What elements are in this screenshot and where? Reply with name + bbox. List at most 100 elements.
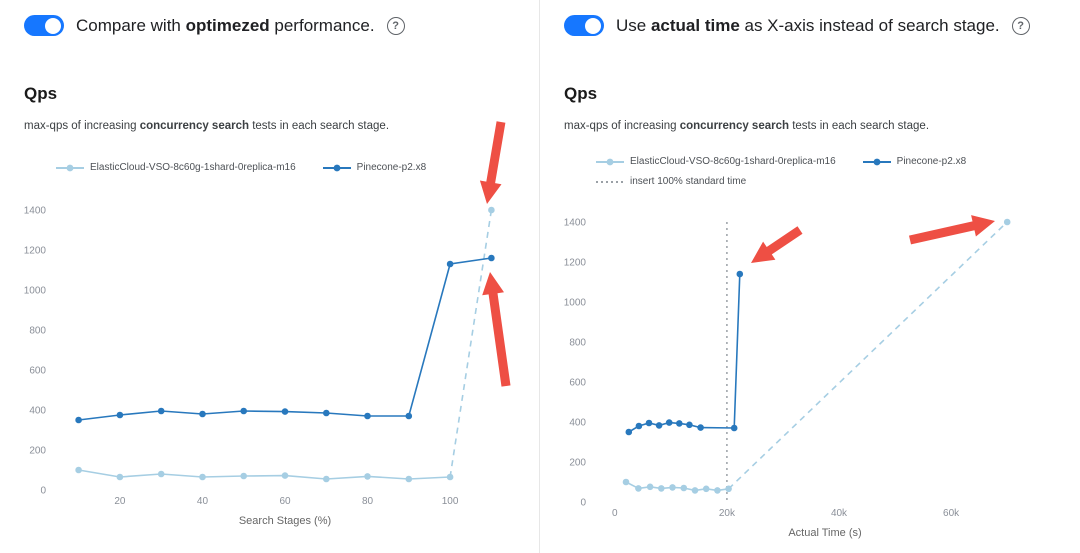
data-point[interactable] [240, 472, 247, 480]
legend-label: insert 100% standard time [630, 176, 747, 187]
series-line [78, 469, 451, 480]
help-icon[interactable]: ? [1011, 16, 1030, 35]
x-axis-label: Actual Time (s) [788, 527, 861, 539]
data-point[interactable] [736, 270, 744, 278]
data-point[interactable] [635, 485, 642, 492]
subtitle-bold: concurrency search [679, 120, 790, 132]
data-point[interactable] [702, 485, 710, 493]
subtitle-prefix: max-qps of increasing [24, 120, 140, 132]
toggle-knob [45, 17, 61, 34]
x-tick-label: 100 [442, 496, 459, 507]
data-point[interactable] [665, 419, 673, 426]
data-point[interactable] [680, 484, 688, 492]
panel-divider [539, 0, 540, 553]
y-tick-label: 0 [40, 486, 46, 497]
qps-vs-actual-time-chart[interactable]: 0 200 400 600 800 1000 1200 1400 0 20k 40k 60k Actua… [540, 210, 1080, 553]
x-axis-label: Search Stages (%) [239, 515, 331, 527]
data-point[interactable] [645, 419, 653, 427]
data-point[interactable] [75, 466, 82, 474]
data-point[interactable] [622, 478, 630, 486]
y-tick-label: 400 [29, 406, 46, 417]
data-point[interactable] [199, 410, 206, 418]
subtitle-suffix: tests in each search stage. [789, 120, 930, 132]
legend-row: ElasticCloud-VSO-8c60g-1shard-0replica-m… [55, 162, 426, 173]
legend-label: Pinecone-p2.x8 [896, 156, 967, 167]
data-point[interactable] [655, 422, 663, 429]
legend-item-reference[interactable]: insert 100% standard time [595, 176, 746, 187]
data-point[interactable] [691, 487, 699, 494]
data-point[interactable] [446, 260, 454, 268]
data-point[interactable] [635, 422, 643, 430]
data-point[interactable] [714, 487, 721, 494]
red-arrow-annotation [479, 121, 506, 204]
chart-title: Qps [564, 84, 598, 103]
data-point[interactable] [686, 421, 693, 429]
y-tick-label: 1200 [24, 246, 47, 257]
chart-legend: ElasticCloud-VSO-8c60g-1shard-0replica-m… [595, 156, 966, 187]
qps-vs-search-stage-chart[interactable]: 0 200 400 600 800 1000 1200 1400 20 40 60 80 100 Sear… [0, 198, 539, 543]
panel-actual-time: Use actual time as X-axis instead of sea… [540, 0, 1080, 553]
data-point[interactable] [116, 411, 124, 419]
y-tick-label: 0 [580, 498, 586, 509]
data-point[interactable] [157, 407, 165, 415]
data-point[interactable] [646, 483, 654, 491]
header-text-suffix: performance. [269, 15, 375, 35]
x-tick-label: 40k [831, 508, 848, 519]
data-point[interactable] [157, 470, 165, 478]
help-icon[interactable]: ? [386, 16, 405, 35]
series-Pinecone-p2.x8 [625, 270, 744, 436]
y-tick-label: 600 [569, 378, 586, 389]
data-point[interactable] [676, 420, 683, 427]
data-point[interactable] [669, 484, 676, 491]
data-point[interactable] [364, 412, 371, 420]
series-line-dashed [728, 221, 1008, 490]
legend-item[interactable]: Pinecone-p2.x8 [862, 156, 967, 167]
legend-marker-icon [596, 158, 624, 165]
data-point[interactable] [730, 424, 738, 432]
legend-label: ElasticCloud-VSO-8c60g-1shard-0replica-m… [630, 156, 836, 167]
data-point[interactable] [488, 206, 495, 214]
data-point[interactable] [281, 408, 289, 415]
series-ElasticCloud-VSO-8c60g-1shard-0replica-m16 [75, 206, 495, 483]
x-tick-label: 60k [943, 508, 960, 519]
header-row: Compare with optimezed performance. ? [24, 15, 405, 36]
chart-subtitle: max-qps of increasing concurrency search… [24, 120, 389, 132]
data-point[interactable] [405, 475, 413, 483]
header-row: Use actual time as X-axis instead of sea… [564, 15, 1030, 36]
data-point[interactable] [625, 428, 633, 436]
data-point[interactable] [697, 424, 704, 431]
legend-item[interactable]: Pinecone-p2.x8 [322, 162, 427, 173]
data-point[interactable] [116, 473, 124, 481]
y-tick-label: 1200 [564, 258, 587, 269]
data-point[interactable] [323, 475, 330, 483]
data-point[interactable] [75, 416, 82, 424]
data-point[interactable] [725, 485, 732, 493]
actual-time-toggle[interactable] [564, 15, 604, 36]
data-point[interactable] [405, 412, 413, 420]
legend-row: ElasticCloud-VSO-8c60g-1shard-0replica-m… [595, 156, 966, 167]
x-tick-label: 40 [197, 496, 209, 507]
data-point[interactable] [199, 473, 206, 481]
y-tick-label: 1400 [564, 218, 587, 229]
legend-label: Pinecone-p2.x8 [356, 162, 427, 173]
data-point[interactable] [323, 409, 330, 417]
data-point[interactable] [658, 485, 665, 492]
data-point[interactable] [240, 407, 247, 415]
data-point[interactable] [364, 473, 371, 480]
y-tick-label: 200 [569, 458, 586, 469]
data-point[interactable] [281, 472, 289, 479]
x-tick-label: 20k [719, 508, 736, 519]
y-tick-label: 800 [569, 338, 586, 349]
legend-item[interactable]: ElasticCloud-VSO-8c60g-1shard-0replica-m… [55, 162, 296, 173]
data-point[interactable] [446, 473, 454, 481]
subtitle-prefix: max-qps of increasing [564, 120, 680, 132]
data-point[interactable] [488, 254, 495, 262]
compare-toggle[interactable] [24, 15, 64, 36]
chart-title: Qps [24, 84, 58, 103]
data-point[interactable] [1003, 218, 1011, 226]
subtitle-suffix: tests in each search stage. [249, 120, 390, 132]
x-tick-label: 20 [114, 496, 126, 507]
legend-item[interactable]: ElasticCloud-VSO-8c60g-1shard-0replica-m… [595, 156, 836, 167]
series-line-dashed [449, 209, 493, 478]
x-tick-label: 0 [612, 508, 618, 519]
